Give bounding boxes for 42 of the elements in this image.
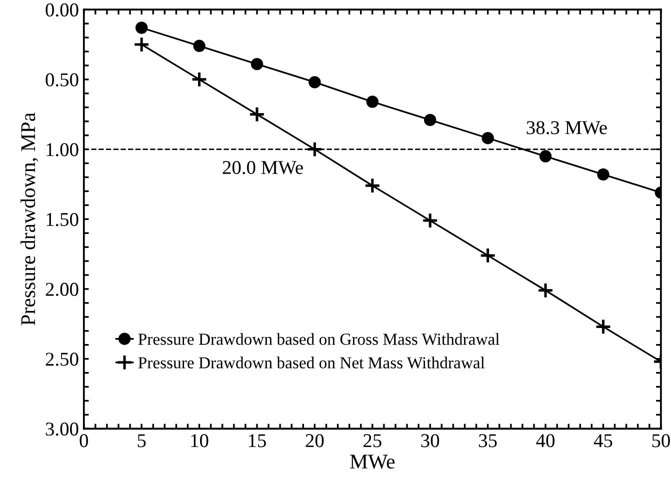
point [191,71,208,88]
point [306,141,323,158]
x-tick-label: 25 [364,434,382,448]
annotation: 38.3 MWe [526,121,607,134]
point [135,22,148,34]
x-tick-label: 10 [191,434,208,448]
x-tick-label: 30 [421,434,440,448]
x-tick-label: 50 [652,434,670,448]
x-tick-label: 40 [536,434,555,448]
y-tick-label: 0.00 [46,3,78,17]
point [364,177,381,194]
y-tick-label: 2.00 [46,282,78,296]
y-tick-label: 2.50 [46,352,78,366]
y-tick-label: 1.50 [46,212,78,226]
point [482,132,494,144]
x-tick-label: 5 [138,434,146,448]
point [308,76,321,88]
legend-label: Pressure Drawdown based on Net Mass Withdrawal [138,356,485,368]
point [366,96,379,108]
x-tick-label: 0 [80,434,88,448]
y-axis-title: Pressure drawdown, MPa [20,112,38,326]
point [422,212,438,229]
y-tick-label: 1.00 [46,143,78,156]
point [595,318,612,335]
point [424,114,436,126]
annotation: 20.0 MWe [222,160,303,174]
y-tick-label: 3.00 [46,422,78,436]
point [250,58,264,70]
x-tick-label: 35 [479,434,497,448]
x-tick-label: 45 [594,434,612,448]
point [248,106,266,123]
point [537,282,554,299]
point [133,36,150,53]
point [193,40,206,52]
x-axis-title: MWe [350,454,395,469]
x-tick-label: 15 [248,434,266,448]
legend-label: Pressure Drawdown based on Gross Mass Withdrawal [138,333,500,345]
point [480,247,496,264]
point [597,168,610,181]
y-tick-label: 0.50 [46,73,78,86]
x-tick-label: 20 [306,434,324,448]
point [539,150,552,162]
